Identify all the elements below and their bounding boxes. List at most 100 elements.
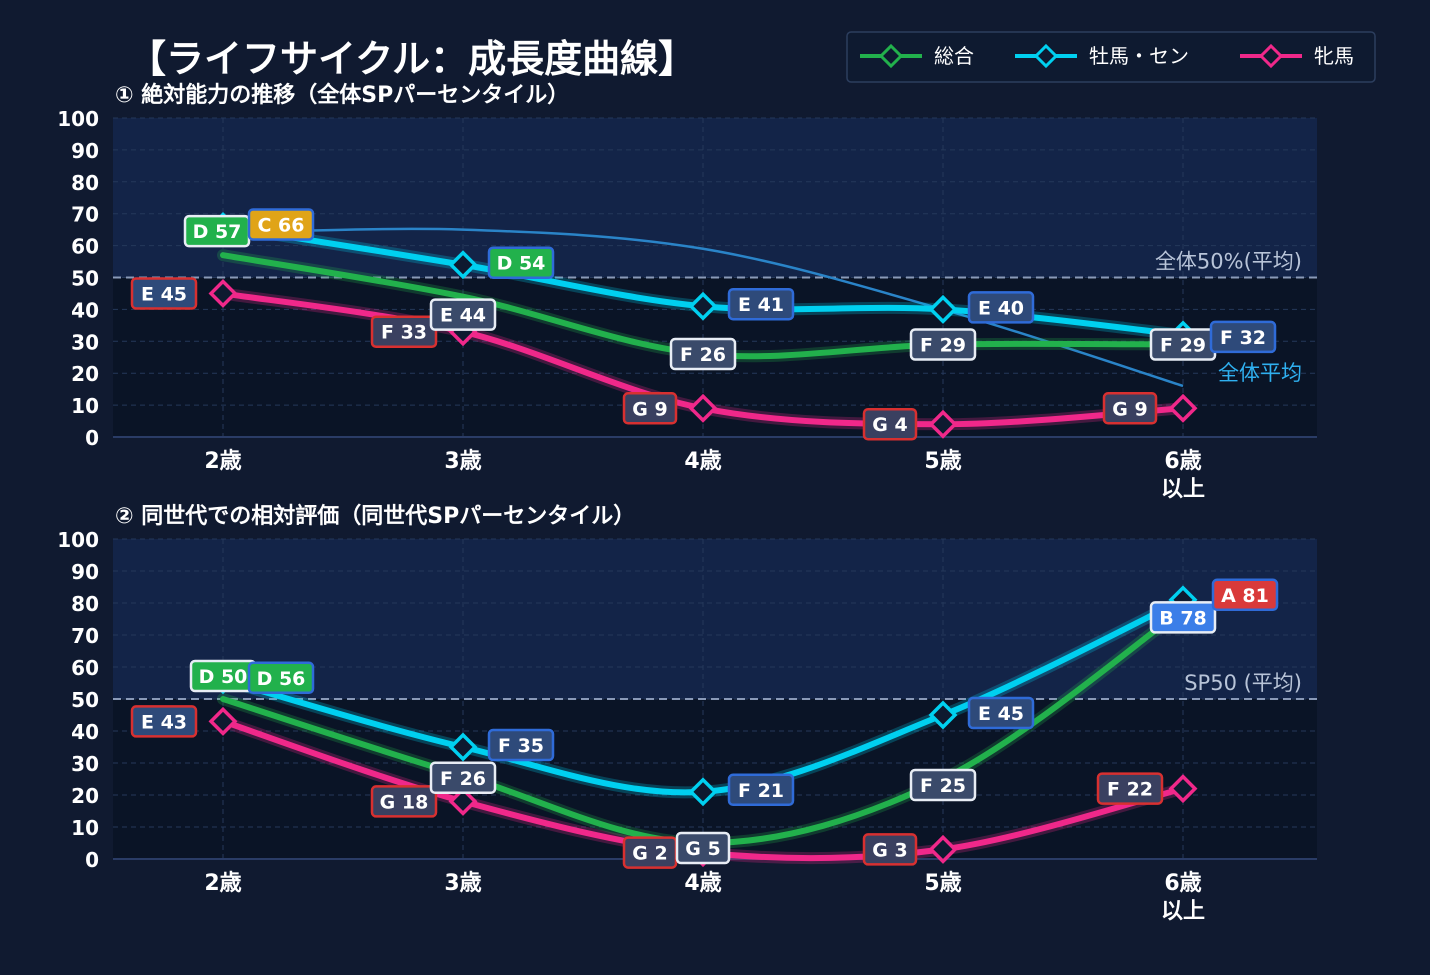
data-label-box <box>247 661 315 695</box>
data-label-text: F 35 <box>498 735 544 757</box>
data-label-box <box>370 315 438 348</box>
data-label-text: B 78 <box>1159 607 1207 629</box>
data-label-text: D 57 <box>193 221 242 243</box>
y-tick-label: 20 <box>71 362 99 386</box>
x-tick-label-line: 3歳 <box>444 449 481 474</box>
data-label: G 3 <box>862 833 918 866</box>
data-label-text: D 54 <box>497 253 546 275</box>
data-label-text: G 18 <box>380 791 429 813</box>
data-point-marker <box>1168 774 1198 804</box>
data-label-text: E 45 <box>141 283 187 305</box>
data-label-box <box>669 337 737 371</box>
panel-title: ② 同世代での相対評価（同世代SPパーセンタイル） <box>115 503 635 529</box>
reference-line-label: SP50 (平均) <box>1184 671 1302 695</box>
data-label-text: D 50 <box>199 666 248 688</box>
data-label-text: F 26 <box>680 344 726 366</box>
data-label: D 57 <box>183 214 251 248</box>
data-point-marker <box>448 786 478 816</box>
data-label: D 56 <box>247 661 315 695</box>
data-label-text: F 32 <box>1220 327 1266 349</box>
data-label-box <box>130 705 198 738</box>
data-label-box <box>909 328 977 361</box>
data-label-text: G 3 <box>872 839 907 861</box>
x-tick-label-line: 5歳 <box>924 449 961 474</box>
data-label-text: F 33 <box>381 322 427 344</box>
data-label: C 66 <box>247 208 315 241</box>
legend-label: 総合 <box>934 44 974 68</box>
data-point-marker <box>928 294 958 324</box>
data-label: F 29 <box>909 328 977 361</box>
data-label-box <box>429 761 497 795</box>
y-tick-label: 80 <box>71 592 99 616</box>
data-point-marker <box>1168 393 1198 423</box>
data-point-marker <box>688 393 718 423</box>
data-label-text: A 81 <box>1221 585 1269 607</box>
reference-line-label: 全体50%(平均) <box>1155 250 1302 274</box>
data-label-box <box>967 291 1035 324</box>
data-label-box <box>487 728 555 762</box>
data-point-marker <box>688 291 718 321</box>
data-label-text: G 9 <box>632 398 667 420</box>
data-label-box <box>487 246 555 279</box>
data-point-marker <box>448 250 478 280</box>
data-label-box <box>909 768 977 802</box>
y-tick-label: 30 <box>71 752 99 776</box>
data-point-marker <box>928 700 958 730</box>
data-label: E 45 <box>130 277 198 310</box>
legend-item: 総合 <box>860 43 974 69</box>
x-tick-label: 4歳 <box>684 449 721 474</box>
x-tick-label-line: 5歳 <box>924 871 961 896</box>
data-label-text: F 21 <box>738 780 784 802</box>
x-tick-label: 2歳 <box>204 871 241 896</box>
y-tick-label: 40 <box>71 720 99 744</box>
data-label-text: F 26 <box>440 768 486 790</box>
average-curve-label: 全体平均 <box>1218 361 1302 385</box>
chart-title: 【ライフサイクル：成長度曲線】 <box>128 37 696 81</box>
y-tick-label: 30 <box>71 330 99 354</box>
data-label: E 45 <box>967 696 1035 730</box>
data-label: B 78 <box>1149 601 1217 634</box>
y-tick-label: 100 <box>57 528 99 552</box>
data-label-text: E 45 <box>978 703 1024 725</box>
x-tick-label: 2歳 <box>204 449 241 474</box>
data-label-box <box>1096 772 1164 805</box>
data-label: G 5 <box>675 831 731 865</box>
data-point-marker <box>928 409 958 439</box>
data-point-marker <box>208 706 238 736</box>
y-tick-label: 100 <box>57 107 99 131</box>
data-label: F 22 <box>1096 772 1164 805</box>
data-label-text: F 25 <box>920 775 966 797</box>
data-label-text: G 4 <box>872 414 907 436</box>
data-label-text: F 29 <box>920 334 966 356</box>
x-tick-label-line: 4歳 <box>684 449 721 474</box>
data-label-box <box>862 407 918 441</box>
legend-diamond-marker <box>878 43 904 69</box>
y-tick-label: 90 <box>71 560 99 584</box>
y-tick-label: 20 <box>71 784 99 808</box>
x-tick-label: 3歳 <box>444 449 481 474</box>
legend-box <box>846 31 1376 83</box>
y-tick-label: 10 <box>71 394 99 418</box>
legend-diamond-marker <box>1258 43 1284 69</box>
data-label: E 44 <box>429 298 497 331</box>
data-label-box <box>1102 392 1158 425</box>
data-label-text: G 5 <box>685 838 720 860</box>
y-tick-label: 40 <box>71 298 99 322</box>
x-tick-label: 6歳以上 <box>1161 449 1205 502</box>
y-tick-label: 50 <box>71 267 99 291</box>
absolute-ability-panel: ① 絶対能力の推移（全体SPパーセンタイル） 0 10 20 30 40 50 60 70 80 9… <box>57 82 1317 502</box>
data-label-box <box>967 696 1035 730</box>
x-tick-label-line: 以上 <box>1161 477 1205 502</box>
data-label: F 21 <box>727 773 795 807</box>
data-label-text: G 2 <box>632 843 667 865</box>
legend-item: 牡馬・セン <box>1015 43 1189 69</box>
legend: 総合 牡馬・セン 牝馬 <box>846 31 1376 83</box>
data-label: E 41 <box>727 287 795 321</box>
relative-rating-panel: ② 同世代での相対評価（同世代SPパーセンタイル） 0 10 20 30 40 50 60 70… <box>57 503 1317 924</box>
x-tick-label-line: 6歳 <box>1164 871 1201 896</box>
data-label-box <box>622 392 678 425</box>
legend-label: 牝馬 <box>1314 44 1354 68</box>
data-point-marker <box>448 732 478 762</box>
y-tick-label: 0 <box>85 426 99 450</box>
